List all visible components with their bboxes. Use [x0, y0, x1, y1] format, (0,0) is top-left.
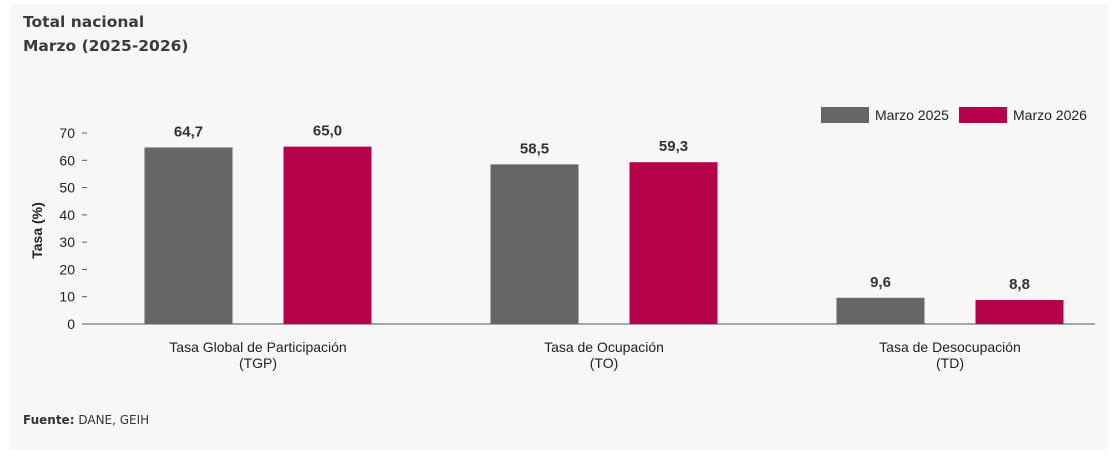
category-label: (TO) — [590, 355, 619, 371]
bar — [490, 164, 579, 324]
legend-swatch — [821, 107, 869, 123]
y-tick-label: 40 — [59, 207, 75, 223]
category-label: (TD) — [936, 355, 964, 371]
y-tick-label: 60 — [59, 152, 75, 168]
category-label: (TGP) — [239, 355, 277, 371]
y-axis-label: Tasa (%) — [29, 202, 45, 259]
y-tick-label: 20 — [59, 261, 75, 277]
legend-swatch — [959, 107, 1007, 123]
bar — [144, 147, 233, 324]
bar — [975, 299, 1064, 324]
chart-subtitle: Marzo (2025-2026) — [23, 37, 189, 55]
bar — [629, 162, 718, 324]
data-label: 59,3 — [659, 138, 688, 155]
y-tick-label: 70 — [59, 125, 75, 141]
legend-label: Marzo 2025 — [875, 107, 949, 123]
y-tick-label: 30 — [59, 234, 75, 250]
data-label: 58,5 — [520, 140, 549, 157]
category-label: Tasa de Desocupación — [879, 339, 1021, 355]
y-tick-label: 50 — [59, 180, 75, 196]
y-tick-label: 0 — [67, 316, 75, 332]
y-tick-label: 10 — [59, 289, 75, 305]
chart-header: Total nacional Marzo (2025-2026) — [23, 10, 188, 58]
data-label: 65,0 — [313, 123, 342, 140]
category-label: Tasa Global de Participación — [169, 339, 346, 355]
bar — [283, 146, 372, 324]
data-label: 64,7 — [174, 123, 203, 140]
data-label: 8,8 — [1009, 276, 1030, 293]
source-text: DANE, GEIH — [78, 413, 150, 427]
source-note: Fuente: DANE, GEIH — [23, 413, 149, 427]
legend-label: Marzo 2026 — [1013, 107, 1087, 123]
data-label: 9,6 — [870, 274, 891, 291]
chart-title: Total nacional — [23, 13, 145, 31]
source-label: Fuente: — [23, 413, 75, 427]
category-label: Tasa de Ocupación — [544, 339, 664, 355]
bar — [836, 297, 925, 324]
